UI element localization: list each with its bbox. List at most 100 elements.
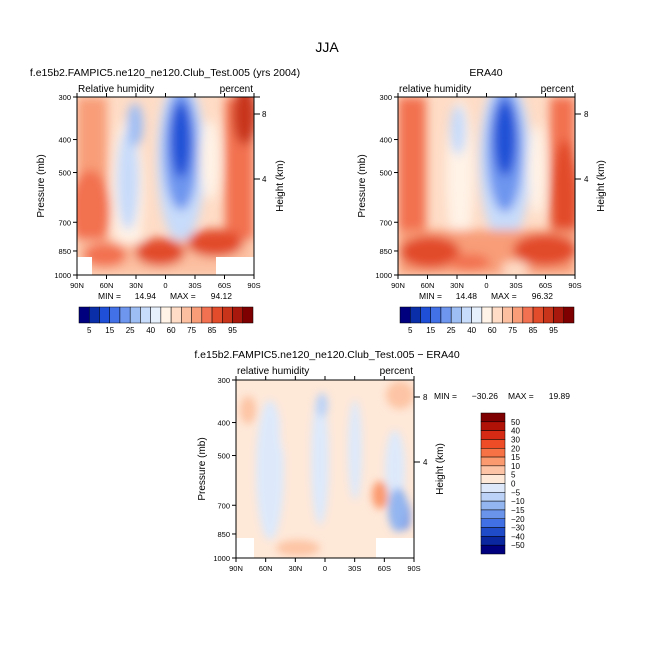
panel-difference-min-value: −30.26 [472,391,499,401]
panel-difference-right-label: percent [380,366,414,377]
panel-era40: ERA40 relative humidity percent [357,67,607,301]
panel-difference-ytick-label: 850 [217,530,230,539]
panel-difference-colorbar-label: −40 [511,532,525,541]
panel-era40-colorbar-swatch [399,306,411,324]
panel-era40-colorbar-label: 85 [529,326,538,335]
panel-difference-colorbar-label: −50 [511,541,525,550]
panel-difference-ytick-label: 500 [217,452,230,461]
panel-model-colorbar-swatch [181,306,192,324]
panel-model-ytick-label: 500 [58,169,71,178]
panel-era40-colorbar-swatch [532,306,544,324]
panel-difference-field [236,380,414,558]
panel-model-colorbar-swatch [129,306,141,324]
panel-difference-colorbar-label: 0 [511,480,516,489]
panel-difference-xtick-label: 90S [407,564,420,573]
panel-difference-colorbar-swatch [480,430,506,440]
panel-era40-colorbar-swatch [502,306,513,324]
panel-model-colorbar-label: 15 [105,326,114,335]
panel-model-colorbar-swatch [109,306,121,324]
panel-era40-colorbar-swatch [440,306,452,324]
panel-difference-xtick-label: 30N [288,564,302,573]
panel-era40-ytick-label: 300 [379,93,392,102]
panel-difference-colorbar-label: −30 [511,524,525,533]
panel-difference-ytick-label: 400 [217,419,230,428]
panel-era40-colorbar-label: 25 [447,326,456,335]
panel-difference-colorbar-swatch [480,527,506,537]
panel-model-colorbar-swatch [191,306,203,324]
panel-model-colorbar-swatch [88,306,100,324]
panel-model-ytick-label: 850 [58,247,71,256]
panel-model-xtick-label: 30N [129,281,143,290]
panel-era40-xtick-label: 0 [484,281,488,290]
panel-model-max-label: MAX = [170,291,196,301]
panel-model-y2tick: 8 [262,110,267,119]
panel-difference: f.e15b2.FAMPIC5.ne120_ne120.Club_Test.00… [194,349,571,559]
panel-difference-colorbar-swatch [480,500,506,511]
panel-era40-colorbar-label: 60 [488,326,497,335]
panel-era40-colorbar-swatch [481,306,493,324]
panel-difference-ytick-label: 700 [217,501,230,510]
panel-era40-colorbar-swatch [553,306,565,324]
panel-model-colorbar-swatch [99,306,110,324]
panel-model-right-label: percent [220,84,254,95]
panel-difference-ytick-label: 1000 [213,554,230,563]
panel-model-xtick-label: 90N [70,281,84,290]
panel-difference-colorbar-swatch [480,536,506,546]
panel-difference-colorbar-swatch [480,465,506,475]
panel-era40-colorbar-label: 40 [467,326,476,335]
panel-difference-min-label: MIN = [434,391,457,401]
panel-model-colorbar-label: 40 [146,326,155,335]
panel-model-colorbar-swatch [78,306,90,324]
panel-era40-left-label: relative humidity [399,84,471,95]
panel-difference-colorbar-label: 30 [511,435,520,444]
panel-difference-left-label: relative humidity [237,366,309,377]
panel-model-colorbar-label: 75 [187,326,196,335]
panel-era40-colorbar-swatch [491,306,503,324]
panel-model-y2label: Height (km) [275,160,286,212]
panel-model-ytick-label: 400 [58,136,71,145]
panel-model-colorbar-swatch [170,306,182,324]
panel-era40-right-label: percent [541,84,575,95]
panel-era40-y2tick: 4 [584,175,589,184]
panel-era40-min-label: MIN = [419,291,442,301]
panel-difference-colorbar-swatch [480,544,506,555]
panel-model-colorbar-label: 60 [167,326,176,335]
panel-era40-max-label: MAX = [491,291,517,301]
panel-difference-colorbar-swatch [480,456,506,467]
panel-era40-colorbar-label: 75 [508,326,517,335]
panel-model-max-value: 94.12 [211,291,233,301]
panel-era40-colorbar-swatch [522,306,534,324]
panel-era40-colorbar-label: 95 [549,326,558,335]
panel-era40-max-value: 96.32 [532,291,554,301]
panel-era40-y2label: Height (km) [596,160,607,212]
panel-era40-xtick-label: 60S [539,281,552,290]
panel-era40-min-value: 14.48 [456,291,478,301]
panel-era40-colorbar-swatch [430,306,442,324]
panel-model-colorbar-label: 85 [208,326,217,335]
panel-difference-colorbar-swatch [480,518,506,528]
panel-model-colorbar-label: 25 [126,326,135,335]
panel-difference-colorbar-label: −5 [511,488,521,497]
panel-era40-colorbar-label: 15 [426,326,435,335]
panel-difference-colorbar-label: 5 [511,471,516,480]
panel-era40-colorbar-swatch [461,306,472,324]
panel-era40-ytick-label: 850 [379,247,392,256]
panel-model-min-value: 14.94 [135,291,157,301]
panel-era40-ytick-label: 700 [379,218,392,227]
panel-difference-colorbar-swatch [480,421,506,431]
panel-era40-ytick-label: 400 [379,136,392,145]
panel-model-colorbar-swatch [150,306,162,324]
panel-model-colorbar-swatch [242,306,254,324]
panel-model-xtick-label: 60N [100,281,114,290]
panel-model-ytick-label: 300 [58,93,71,102]
panel-model-colorbar-label: 5 [87,326,92,335]
panel-model-left-label: Relative humidity [78,84,154,95]
panel-era40-colorbar-swatch [543,306,554,324]
panel-difference-ylabel: Pressure (mb) [197,437,208,500]
panel-model-colorbar-swatch [222,306,233,324]
panel-model-colorbar-swatch [201,306,213,324]
panel-model-xtick-label: 60S [218,281,231,290]
panel-difference-max-value: 19.89 [549,391,571,401]
panel-difference-colorbar-label: −20 [511,515,525,524]
